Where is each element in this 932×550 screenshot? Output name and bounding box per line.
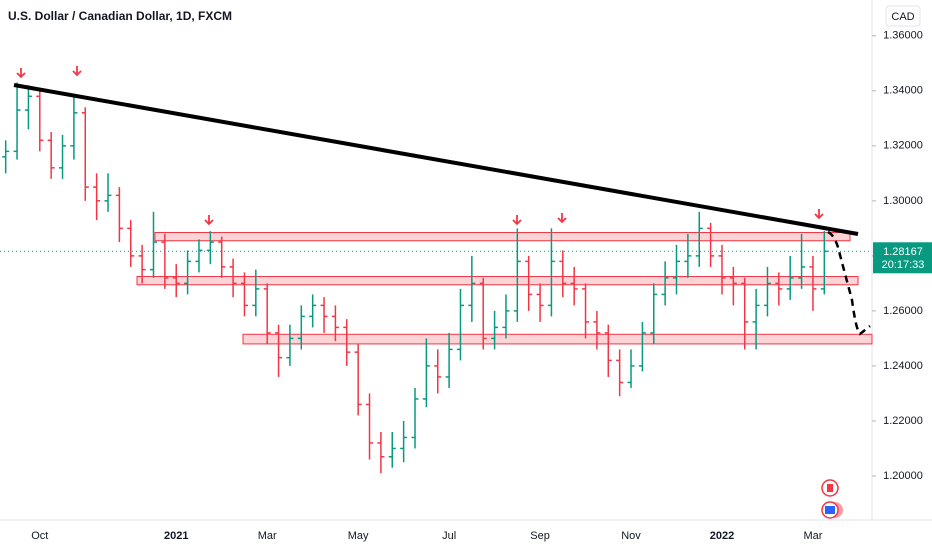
- y-tick-label: 1.22000: [883, 415, 923, 427]
- x-tick-label: Mar: [258, 530, 277, 542]
- y-tick-label: 1.24000: [883, 360, 923, 372]
- y-tick-label: 1.32000: [883, 140, 923, 152]
- arrows: [16, 66, 824, 226]
- y-tick-label: 1.34000: [883, 85, 923, 97]
- zone: [242, 333, 873, 345]
- flag: [825, 506, 835, 514]
- arrow: [72, 66, 82, 77]
- x-tick-label: Jul: [442, 530, 456, 542]
- countdown-label: 20:17:33: [882, 259, 925, 271]
- y-tick-label: 1.30000: [883, 195, 923, 207]
- y-tick-label: 1.26000: [883, 305, 923, 317]
- currency-box[interactable]: [885, 5, 921, 27]
- currency-label: CAD: [891, 11, 914, 23]
- projection-line: [827, 230, 871, 336]
- y-tick-label: 1.36000: [883, 30, 923, 42]
- arrow: [204, 215, 214, 226]
- arrow: [512, 215, 522, 226]
- x-tick-label: 2022: [710, 530, 734, 542]
- flag: [827, 484, 833, 492]
- chart-title: U.S. Dollar / Canadian Dollar, 1D, FXCM: [8, 9, 232, 23]
- x-tick-label: Nov: [621, 530, 641, 542]
- zone: [154, 231, 851, 242]
- x-tick-label: Mar: [803, 530, 822, 542]
- y-tick-label: 1.20000: [883, 470, 923, 482]
- x-tick-label: Sep: [530, 530, 550, 542]
- x-tick-label: May: [348, 530, 369, 542]
- bars: [2, 82, 828, 474]
- trendline: [13, 83, 859, 236]
- arrow: [814, 209, 824, 220]
- event-icons: [821, 479, 843, 519]
- arrow: [557, 213, 567, 224]
- zone: [136, 276, 859, 286]
- x-tick-label: Oct: [31, 530, 48, 542]
- x-tick-label: 2021: [164, 530, 188, 542]
- price-tag-box: [873, 242, 932, 274]
- last-price-label: 1.28167: [883, 246, 923, 258]
- zones: [136, 231, 873, 345]
- arrow: [16, 68, 26, 79]
